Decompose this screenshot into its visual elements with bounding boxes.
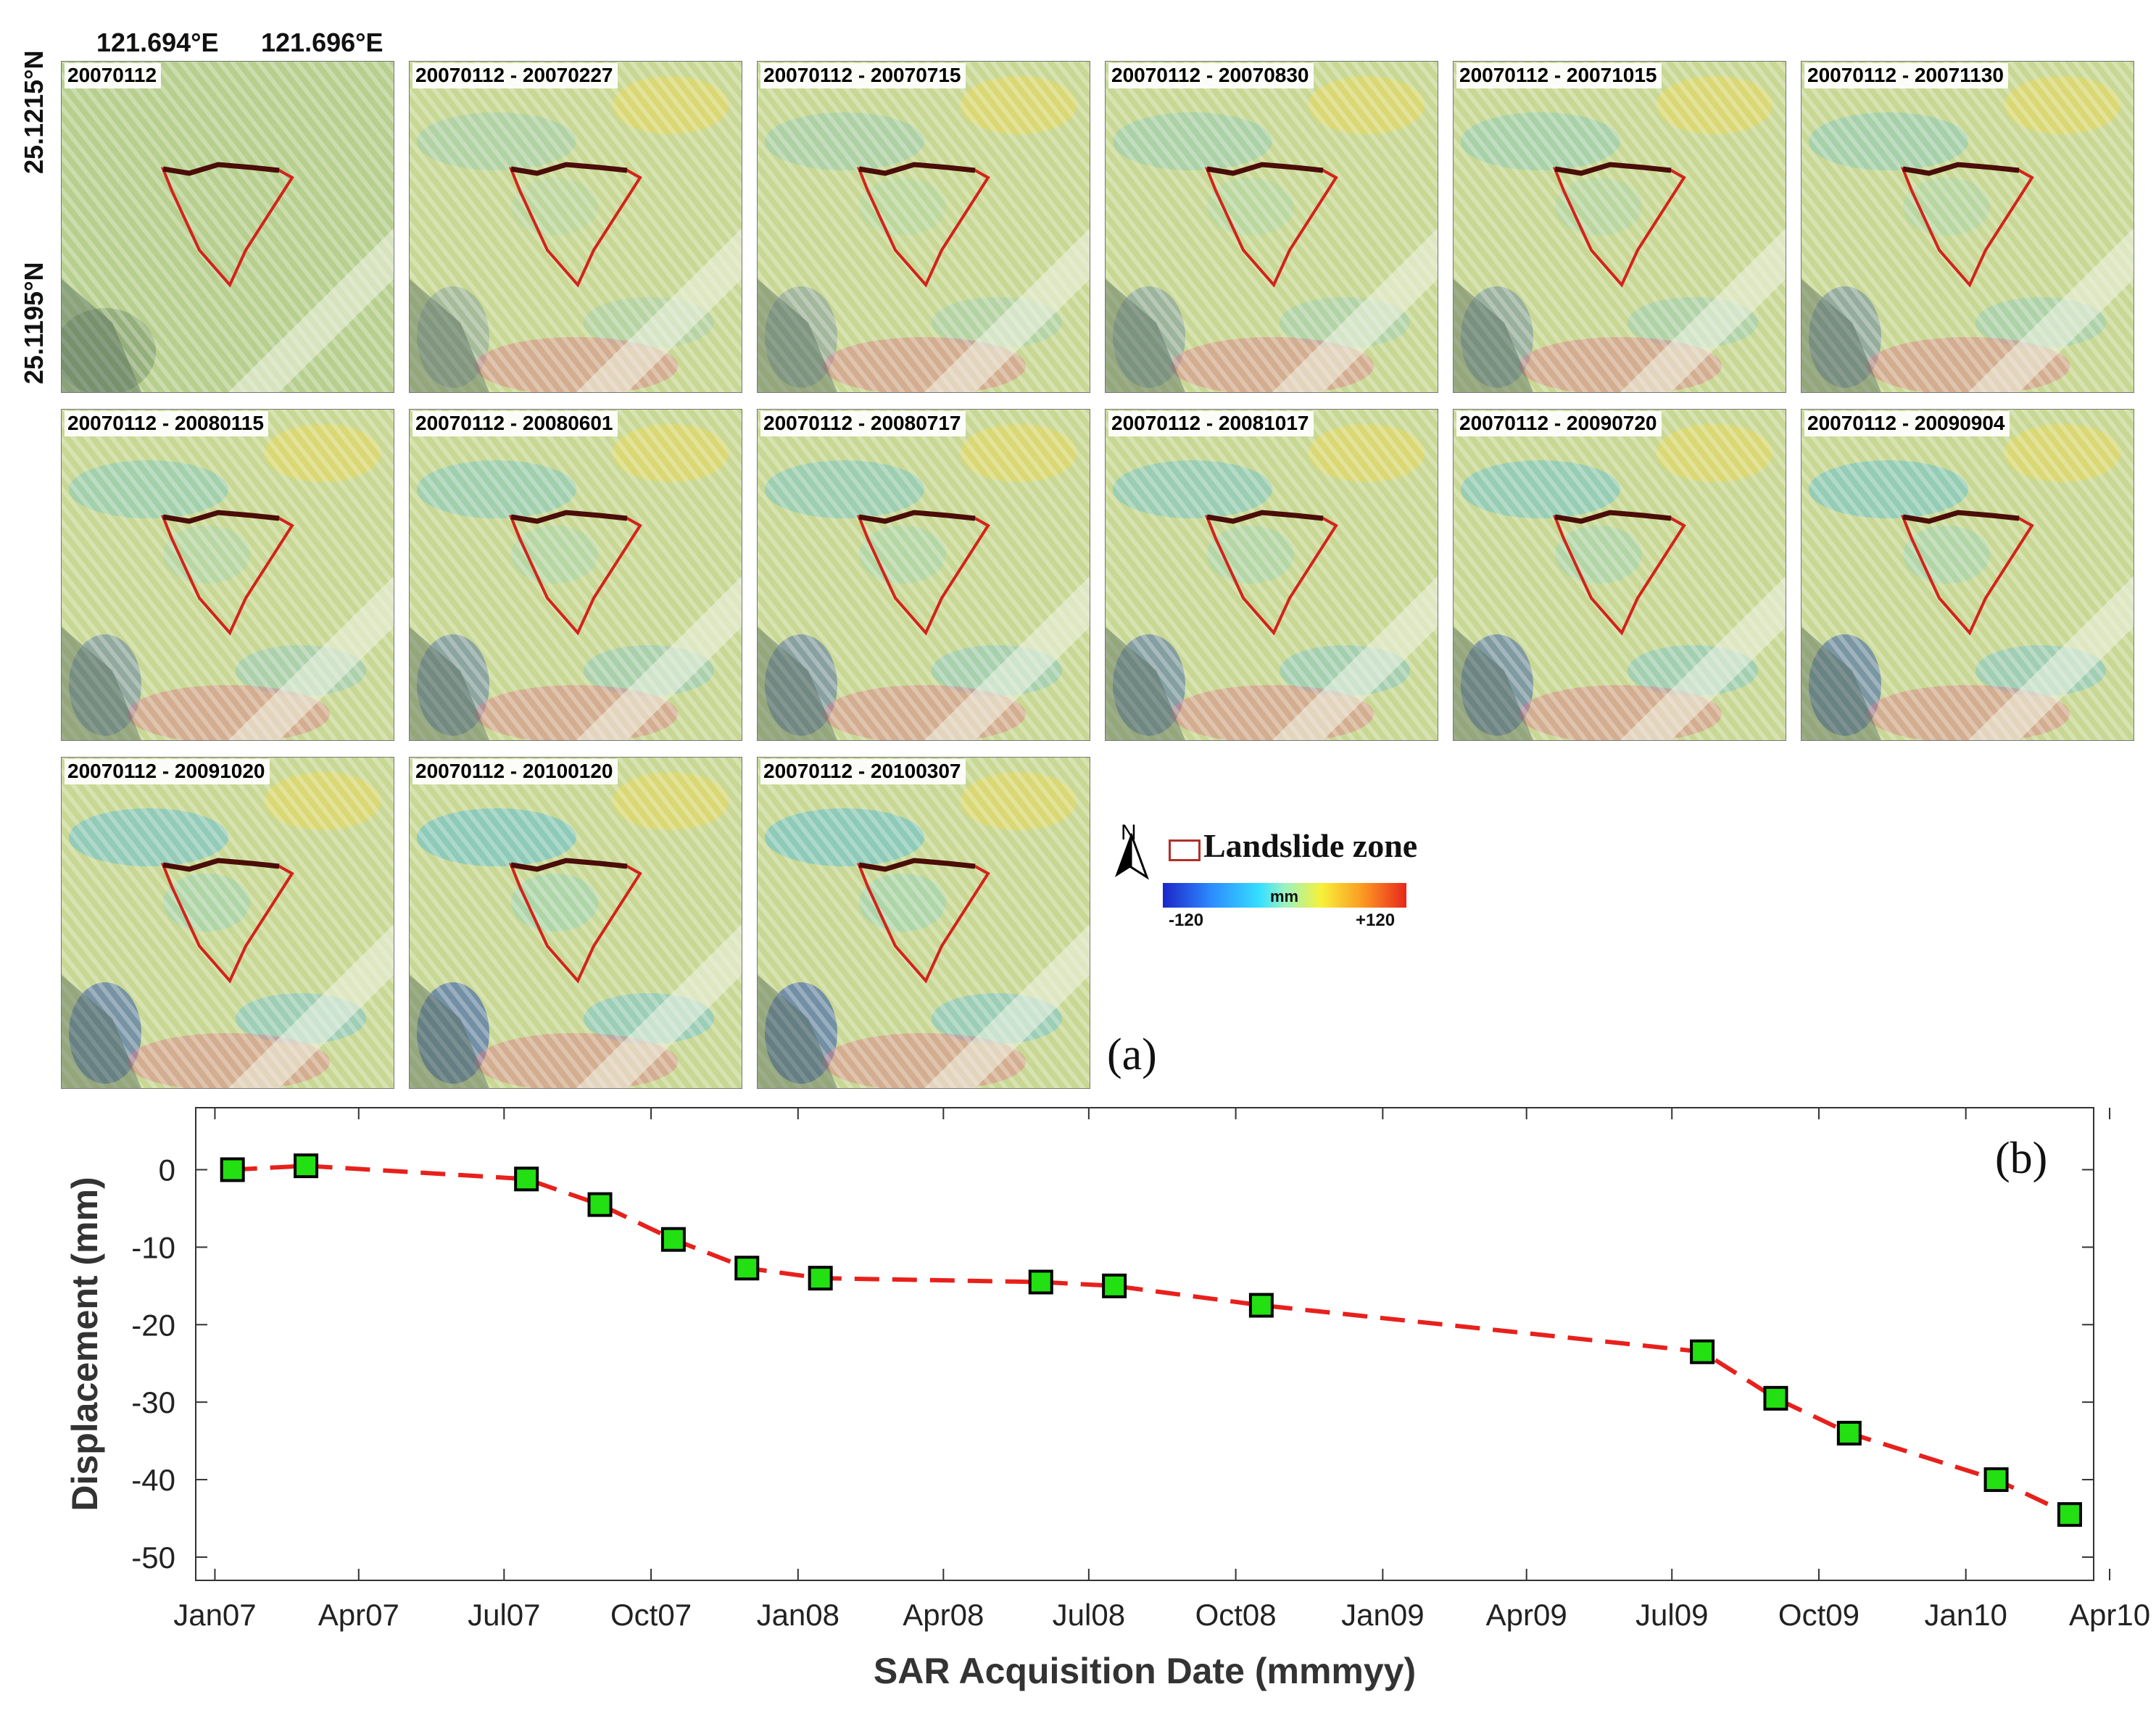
map-panel: 20070112 - 20090904 — [1801, 409, 2134, 741]
map-panel: 20070112 - 20100120 — [409, 757, 742, 1089]
panel-a-label: (a) — [1107, 1030, 1157, 1079]
y-tick-label: -40 — [131, 1463, 175, 1497]
panel-b-label: (b) — [1995, 1134, 2047, 1183]
map-panel: 20070112 — [61, 61, 394, 393]
map-panel: 20070112 - 20070715 — [757, 61, 1090, 393]
map-panel-title: 20070112 - 20070227 — [412, 63, 618, 88]
x-tick-label: Jul08 — [1053, 1598, 1125, 1632]
displacement-colorbar — [1163, 883, 1406, 908]
series-line — [232, 1164, 2071, 1517]
colorbar-max-label: +120 — [1356, 911, 1396, 930]
map-panel: 20070112 - 20071015 — [1453, 61, 1786, 393]
map-panel: 20070112 - 20080601 — [409, 409, 742, 741]
y-tick-label: -50 — [131, 1540, 175, 1575]
x-tick-label: Apr10 — [2069, 1598, 2150, 1632]
data-point — [294, 1153, 319, 1179]
map-panel-title: 20070112 - 20081017 — [1108, 411, 1314, 436]
x-tick-label: Oct08 — [1195, 1598, 1277, 1632]
data-point — [1836, 1420, 1862, 1446]
x-tick-label: Oct09 — [1778, 1598, 1859, 1632]
y-tick-label: -10 — [131, 1230, 175, 1264]
plot-frame — [195, 1107, 2094, 1581]
longitude-label-right: 121.696°E — [261, 28, 383, 57]
x-tick-label: Jul09 — [1635, 1598, 1708, 1632]
data-point — [587, 1192, 613, 1217]
x-tick-label: Oct07 — [610, 1598, 692, 1632]
data-point — [2057, 1502, 2082, 1527]
map-panel-title: 20070112 - 20070830 — [1108, 63, 1314, 88]
map-panel-title: 20070112 - 20071130 — [1804, 63, 2008, 88]
x-tick-label: Jan09 — [1341, 1598, 1424, 1632]
map-panel: 20070112 - 20080717 — [757, 409, 1090, 741]
x-tick-label: Apr08 — [903, 1598, 984, 1632]
map-panel-title: 20070112 - 20080115 — [65, 411, 268, 436]
map-panel-title: 20070112 - 20090720 — [1456, 411, 1662, 436]
data-point — [1102, 1273, 1127, 1298]
map-panel: 20070112 - 20100307 — [757, 757, 1090, 1089]
map-panel: 20070112 - 20091020 — [61, 757, 394, 1089]
x-tick-label: Jan10 — [1924, 1598, 2007, 1632]
north-label: N — [1121, 821, 1137, 845]
map-panel-title: 20070112 - 20100307 — [760, 759, 966, 784]
x-tick-label: Apr09 — [1486, 1598, 1567, 1632]
data-point — [734, 1256, 760, 1281]
map-panel-title: 20070112 - 20090904 — [1804, 411, 2010, 436]
colorbar-min-label: -120 — [1169, 911, 1204, 930]
data-point — [1690, 1339, 1715, 1364]
data-point — [514, 1166, 539, 1192]
map-panel-title: 20070112 - 20071015 — [1456, 63, 1662, 88]
longitude-label-left: 121.694°E — [96, 28, 219, 57]
data-point — [808, 1266, 833, 1291]
map-panel: 20070112 - 20081017 — [1105, 409, 1438, 741]
colorbar-unit: mm — [1270, 887, 1299, 905]
map-panel-title: 20070112 - 20100120 — [412, 759, 618, 784]
map-panel: 20070112 - 20071130 — [1801, 61, 2134, 393]
map-panel: 20070112 - 20080115 — [61, 409, 394, 741]
map-panel: 20070112 - 20070830 — [1105, 61, 1438, 393]
map-panel-title: 20070112 - 20091020 — [65, 759, 270, 784]
x-tick-label: Jul07 — [468, 1598, 540, 1632]
landslide-zone-swatch — [1169, 839, 1201, 861]
data-point — [220, 1157, 245, 1182]
data-point — [1983, 1467, 2009, 1493]
x-tick-label: Jan07 — [173, 1598, 256, 1632]
map-panel-title: 20070112 — [65, 63, 162, 88]
x-tick-label: Jan08 — [757, 1598, 839, 1632]
data-point — [1763, 1385, 1788, 1411]
map-panel: 20070112 - 20070227 — [409, 61, 742, 393]
map-panel-title: 20070112 - 20080717 — [760, 411, 966, 436]
map-panel: 20070112 - 20090720 — [1453, 409, 1786, 741]
y-axis-title: Displacement (mm) — [65, 1177, 105, 1511]
data-point — [660, 1227, 686, 1252]
data-point — [1248, 1293, 1274, 1318]
x-tick-label: Apr07 — [318, 1598, 399, 1632]
y-tick-label: -20 — [131, 1308, 175, 1342]
landslide-zone-legend-label: Landslide zone — [1203, 827, 1418, 864]
map-panel-title: 20070112 - 20070715 — [760, 63, 966, 88]
north-arrow-icon — [1115, 833, 1149, 880]
map-panel-title: 20070112 - 20080601 — [412, 411, 618, 436]
y-tick-label: 0 — [159, 1153, 175, 1187]
data-point — [1028, 1269, 1053, 1295]
x-axis-title: SAR Acquisition Date (mmmyy) — [874, 1651, 1416, 1691]
y-tick-label: -30 — [131, 1385, 175, 1419]
